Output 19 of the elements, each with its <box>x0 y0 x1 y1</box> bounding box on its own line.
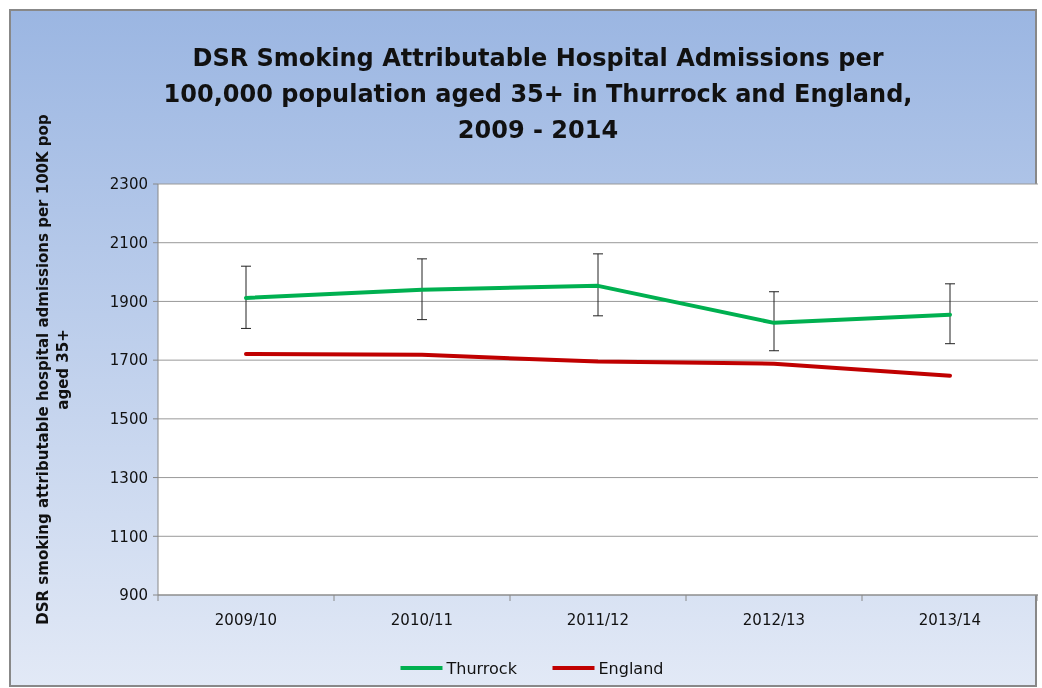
x-tick-label: 2013/14 <box>918 611 982 629</box>
y-tick-label: 1100 <box>109 527 148 546</box>
y-tick-label: 900 <box>119 586 148 605</box>
y-axis-title: DSR smoking attributable hospital admissions per 100K pop aged 35+ <box>34 114 72 625</box>
legend-label: Thurrock <box>445 658 518 678</box>
x-tick-label: 2010/11 <box>390 611 454 629</box>
x-tick-label: 2009/10 <box>214 611 278 629</box>
x-tick-label: 2012/13 <box>742 611 806 629</box>
legend-label: England <box>598 658 664 678</box>
y-tick-label: 2100 <box>109 233 148 252</box>
y-tick-label: 2300 <box>109 175 148 194</box>
x-tick-label: 2011/12 <box>566 611 630 629</box>
line-series <box>244 283 952 325</box>
line-series <box>244 351 952 378</box>
y-tick-label: 1300 <box>109 468 148 487</box>
y-tick-label: 1900 <box>109 292 148 311</box>
y-tick-label: 1500 <box>109 410 148 429</box>
y-tick-label: 1700 <box>109 351 148 370</box>
chart-title: DSR Smoking Attributable Hospital Admissions per 100,000 population aged 35+ in Thurrock and England, 2009 - 2014 <box>163 44 913 144</box>
